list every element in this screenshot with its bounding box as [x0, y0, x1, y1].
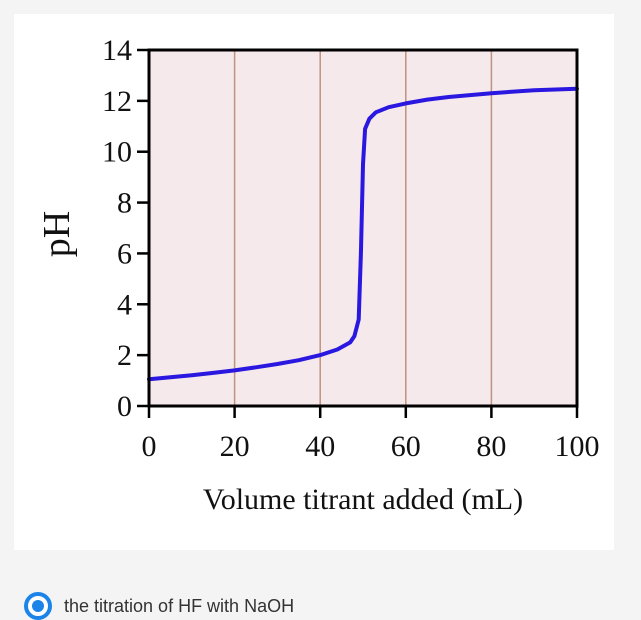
y-axis-label: pH [36, 211, 78, 257]
x-axis-label: Volume titrant added (mL) [203, 483, 523, 516]
x-tick-label-100: 100 [555, 430, 600, 463]
y-tick-label-12: 12 [102, 85, 132, 118]
y-tick-label-2: 2 [117, 339, 132, 372]
y-tick-label-10: 10 [102, 136, 132, 169]
series-line [147, 86, 579, 382]
y-tick-label-14: 14 [102, 34, 132, 67]
axis-ticks [137, 48, 579, 418]
x-tick-label-80: 80 [476, 430, 506, 463]
y-tick-label-6: 6 [117, 237, 132, 270]
chart-card: 0 20 40 60 80 100 0 2 4 6 8 10 12 14 Volume titrant … [14, 14, 614, 550]
plot-frame [147, 48, 579, 408]
x-tick-labels: 0 20 40 60 80 100 [142, 430, 600, 463]
radio-button[interactable] [24, 592, 52, 620]
y-tick-label-8: 8 [117, 187, 132, 220]
titration-chart: 0 20 40 60 80 100 0 2 4 6 8 10 12 14 Volume titrant … [36, 34, 600, 516]
answer-option[interactable]: the titration of HF with NaOH [24, 592, 294, 620]
option-label: the titration of HF with NaOH [64, 595, 295, 616]
gridlines [233, 50, 493, 406]
y-tick-labels: 0 2 4 6 8 10 12 14 [102, 34, 132, 423]
x-tick-label-20: 20 [220, 430, 250, 463]
x-tick-label-40: 40 [305, 430, 335, 463]
y-tick-label-4: 4 [117, 288, 132, 321]
radio-selected-dot [32, 600, 44, 612]
x-tick-label-0: 0 [142, 430, 157, 463]
y-tick-label-0: 0 [117, 390, 132, 423]
x-tick-label-60: 60 [391, 430, 421, 463]
